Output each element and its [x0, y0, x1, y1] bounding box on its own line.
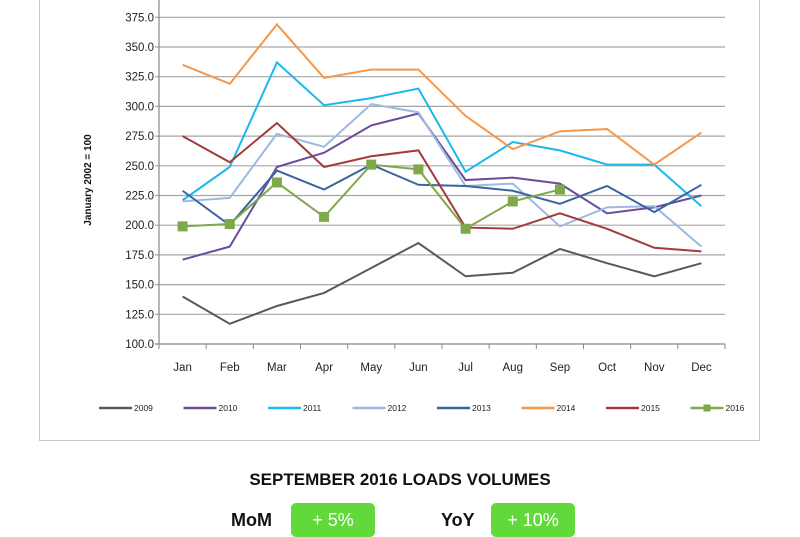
x-tick-label: Feb	[220, 362, 240, 374]
chart-frame	[39, 0, 760, 441]
data-point	[177, 221, 188, 232]
data-point	[413, 164, 424, 175]
data-point	[554, 184, 565, 195]
line-chart: 100.0 125.0 150.0 175.0 200.0 225.0 250.0 275.0…	[83, 0, 745, 413]
series-2013	[181, 163, 702, 227]
yoy-badge: + 10%	[491, 503, 575, 537]
series-line-2009	[182, 241, 702, 325]
series-line-2013	[181, 163, 702, 227]
y-tick-label: 375.0	[125, 12, 154, 24]
legend-label: 2013	[472, 403, 491, 413]
summary-title: SEPTEMBER 2016 LOADS VOLUMES	[249, 470, 551, 489]
data-point	[460, 223, 471, 234]
y-tick-label: 100.0	[125, 339, 154, 351]
series-2009	[182, 241, 702, 325]
y-tick-label: 150.0	[125, 280, 154, 292]
data-point	[224, 219, 235, 230]
legend-label: 2014	[557, 403, 576, 413]
legend-label: 2010	[219, 403, 238, 413]
x-tick-label: Sep	[550, 362, 570, 374]
series-line-2015	[182, 121, 702, 253]
y-tick-label: 125.0	[125, 309, 154, 321]
series-2010	[182, 112, 702, 261]
series-2012	[182, 102, 703, 248]
mom-label: MoM	[231, 510, 272, 530]
y-tick-label: 275.0	[125, 131, 154, 143]
legend-label: 2015	[641, 403, 660, 413]
x-tick-label: Nov	[644, 362, 665, 374]
yoy-label: YoY	[441, 510, 475, 530]
legend-label: 2016	[726, 403, 745, 413]
x-tick-label: May	[360, 362, 382, 374]
legend-label: 2009	[134, 403, 153, 413]
x-tick-label: Oct	[598, 362, 617, 374]
series-line-2012	[182, 102, 703, 248]
series-2011	[182, 60, 703, 207]
y-axis-label: January 2002 = 100	[83, 134, 94, 226]
data-point	[271, 177, 282, 188]
y-tick-label: 225.0	[125, 191, 154, 203]
series-line-2011	[182, 60, 703, 207]
data-point	[366, 159, 377, 170]
y-tick-label: 200.0	[125, 220, 154, 232]
series-2016	[177, 159, 565, 234]
y-tick-label: 325.0	[125, 72, 154, 84]
x-tick-label: Aug	[503, 362, 523, 374]
series-2014	[182, 22, 702, 166]
x-tick-label: Jul	[458, 362, 473, 374]
mom-badge: + 5%	[291, 503, 375, 537]
legend-label: 2012	[388, 403, 407, 413]
x-tick-label: Jun	[409, 362, 428, 374]
y-tick-label: 300.0	[125, 101, 154, 113]
legend-label: 2011	[303, 403, 322, 413]
series-line-2010	[182, 112, 702, 261]
series-2015	[182, 121, 702, 253]
series-line-2014	[182, 22, 702, 166]
x-tick-label: Dec	[691, 362, 712, 374]
series-line-2016	[182, 163, 561, 231]
x-tick-label: Jan	[173, 362, 192, 374]
data-point	[319, 211, 330, 222]
x-tick-label: Apr	[315, 362, 333, 374]
y-tick-label: 350.0	[125, 42, 154, 54]
data-point	[507, 196, 518, 207]
y-tick-label: 250.0	[125, 161, 154, 173]
x-tick-label: Mar	[267, 362, 287, 374]
legend-marker	[703, 404, 711, 412]
y-tick-label: 175.0	[125, 250, 154, 262]
